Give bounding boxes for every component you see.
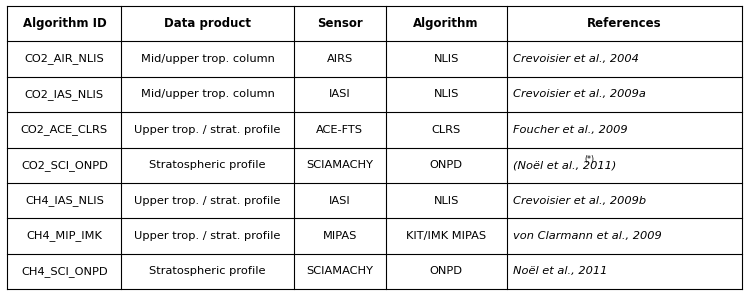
Text: References: References (586, 17, 661, 30)
Text: Algorithm ID: Algorithm ID (22, 17, 106, 30)
Text: Stratospheric profile: Stratospheric profile (149, 160, 266, 170)
Text: Mid/upper trop. column: Mid/upper trop. column (141, 54, 274, 64)
Text: IASI: IASI (329, 196, 351, 206)
Text: (Noël et al., 2011): (Noël et al., 2011) (512, 160, 616, 170)
Text: MIPAS: MIPAS (323, 231, 357, 241)
Text: AIRS: AIRS (327, 54, 353, 64)
Text: CO2_SCI_ONPD: CO2_SCI_ONPD (21, 160, 108, 171)
Text: NLIS: NLIS (434, 196, 458, 206)
Text: CH4_IAS_NLIS: CH4_IAS_NLIS (25, 195, 104, 206)
Text: Mid/upper trop. column: Mid/upper trop. column (141, 89, 274, 99)
Text: ONPD: ONPD (430, 160, 463, 170)
Text: SCIAMACHY: SCIAMACHY (306, 266, 373, 276)
Text: CLRS: CLRS (431, 125, 461, 135)
Text: (*): (*) (585, 155, 595, 164)
Text: Upper trop. / strat. profile: Upper trop. / strat. profile (134, 125, 281, 135)
Text: Upper trop. / strat. profile: Upper trop. / strat. profile (134, 196, 281, 206)
Text: KIT/IMK MIPAS: KIT/IMK MIPAS (406, 231, 486, 241)
Text: NLIS: NLIS (434, 54, 458, 64)
Text: IASI: IASI (329, 89, 351, 99)
Text: Upper trop. / strat. profile: Upper trop. / strat. profile (134, 231, 281, 241)
Text: CH4_SCI_ONPD: CH4_SCI_ONPD (21, 266, 108, 277)
Text: SCIAMACHY: SCIAMACHY (306, 160, 373, 170)
Text: ACE-FTS: ACE-FTS (316, 125, 363, 135)
Text: CO2_ACE_CLRS: CO2_ACE_CLRS (21, 124, 108, 135)
Text: Noël et al., 2011: Noël et al., 2011 (512, 266, 607, 276)
Text: von Clarmann et al., 2009: von Clarmann et al., 2009 (512, 231, 661, 241)
Text: CH4_MIP_IMK: CH4_MIP_IMK (26, 231, 103, 241)
Text: CO2_IAS_NLIS: CO2_IAS_NLIS (25, 89, 104, 100)
Text: Crevoisier et al., 2009a: Crevoisier et al., 2009a (512, 89, 646, 99)
Text: NLIS: NLIS (434, 89, 458, 99)
Text: Algorithm: Algorithm (413, 17, 479, 30)
Text: Crevoisier et al., 2004: Crevoisier et al., 2004 (512, 54, 638, 64)
Text: Data product: Data product (164, 17, 251, 30)
Text: CO2_AIR_NLIS: CO2_AIR_NLIS (25, 54, 104, 64)
Text: Sensor: Sensor (317, 17, 363, 30)
Text: Crevoisier et al., 2009b: Crevoisier et al., 2009b (512, 196, 646, 206)
Text: ONPD: ONPD (430, 266, 463, 276)
Text: Foucher et al., 2009: Foucher et al., 2009 (512, 125, 627, 135)
Text: Stratospheric profile: Stratospheric profile (149, 266, 266, 276)
